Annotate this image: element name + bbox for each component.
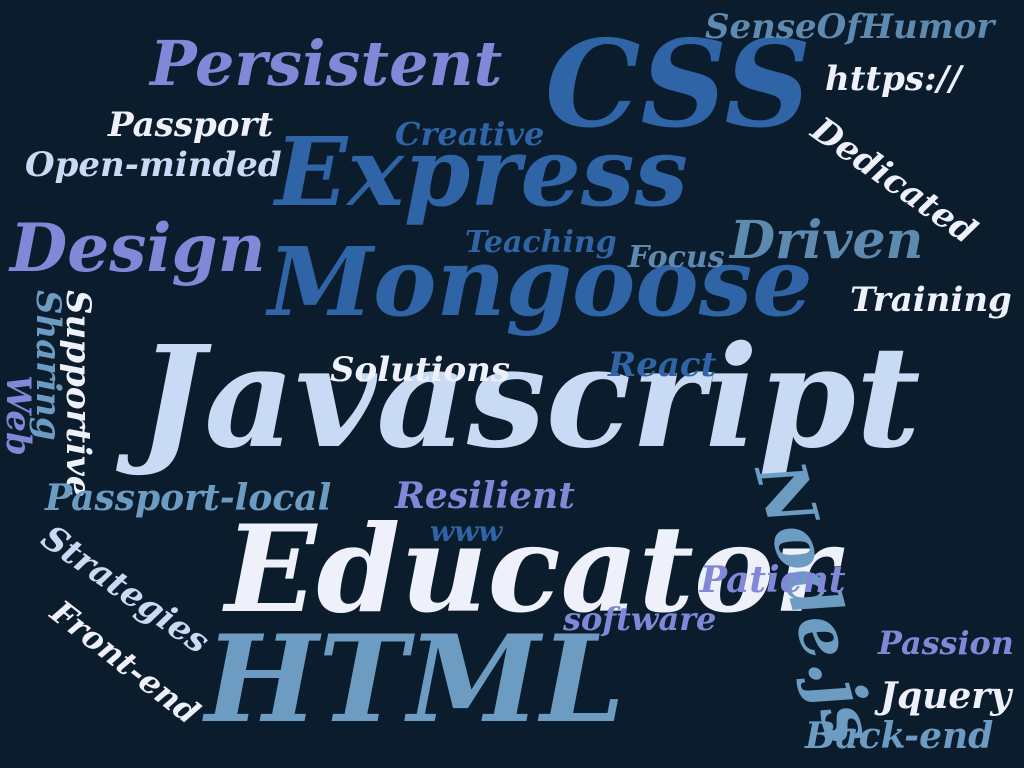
- word-resilient: Resilient: [395, 475, 575, 517]
- word-persistent: Persistent: [150, 27, 503, 100]
- word-www: www: [430, 515, 503, 548]
- word-https: https://: [825, 59, 962, 99]
- word-educator: Educator: [225, 499, 838, 640]
- word-html: HTML: [205, 609, 625, 750]
- word-design: Design: [10, 209, 266, 287]
- word-passport-local: Passport-local: [45, 477, 332, 519]
- word-creative: Creative: [395, 115, 545, 153]
- word-react: React: [608, 345, 717, 385]
- word-training: Training: [850, 280, 1012, 320]
- word-senseofhumor: SenseOfHumor: [705, 7, 995, 47]
- word-focus: Focus: [628, 240, 725, 275]
- word-javascript: Javascript: [138, 316, 921, 480]
- word-css: CSS: [545, 14, 812, 155]
- word-mongoose: Mongoose: [268, 227, 813, 338]
- word-express: Express: [275, 117, 688, 228]
- word-patient: Patient: [700, 559, 846, 601]
- word-solutions: Solutions: [330, 350, 511, 390]
- word-passion: Passion: [878, 625, 1014, 662]
- word-software: software: [563, 600, 717, 638]
- word-jquery: Jquery: [880, 675, 1012, 717]
- word-teaching: Teaching: [465, 225, 617, 260]
- word-passport: Passport: [108, 105, 274, 145]
- word-back-end: Back-end: [805, 715, 994, 757]
- word-driven: Driven: [730, 210, 924, 271]
- word-web: Web: [0, 375, 38, 456]
- word-open-minded: Open-minded: [25, 145, 282, 185]
